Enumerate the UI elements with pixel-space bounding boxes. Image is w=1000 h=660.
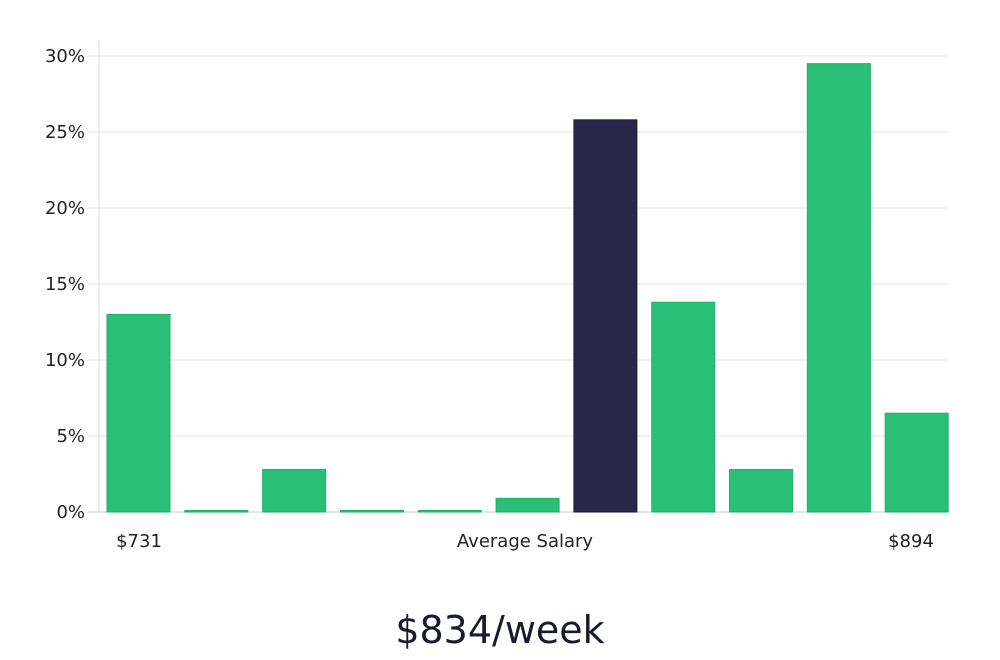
bar	[106, 313, 171, 513]
bar	[339, 509, 404, 513]
y-tick-label: 15%	[45, 274, 85, 295]
average-salary-caption: $834/week	[395, 608, 605, 652]
bar	[262, 468, 327, 513]
y-tick-label: 25%	[45, 122, 85, 143]
y-tick-label: 20%	[45, 198, 85, 219]
bar-highlighted	[573, 119, 638, 513]
x-end-label: $894	[888, 531, 934, 552]
bar	[417, 509, 482, 513]
salary-histogram: 0%5%10%15%20%25%30% $731 Average Salary …	[45, 40, 949, 552]
y-tick-label: 10%	[45, 350, 85, 371]
x-center-label: Average Salary	[457, 531, 594, 552]
y-tick-label: 0%	[56, 502, 85, 523]
bar	[184, 509, 249, 513]
bar	[651, 301, 716, 513]
bars	[106, 63, 949, 513]
y-axis-ticks: 0% 5% 10% 15% 20% 25% 30%	[45, 46, 85, 523]
bar	[729, 468, 794, 513]
bar	[495, 497, 560, 513]
y-tick-label: 5%	[56, 426, 85, 447]
x-start-label: $731	[116, 531, 162, 552]
bar	[884, 412, 949, 513]
y-tick-label: 30%	[45, 46, 85, 67]
grid-lines	[88, 55, 948, 513]
bar	[806, 63, 871, 513]
